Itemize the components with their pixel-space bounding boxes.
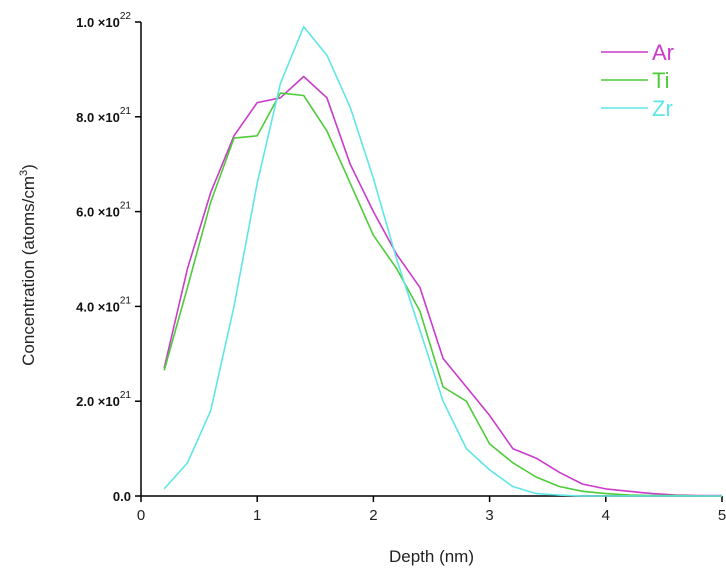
x-tick-label: 4 <box>602 507 610 524</box>
y-tick-label: 0.0 <box>113 489 131 504</box>
axes <box>140 22 722 497</box>
legend-label-ar: Ar <box>652 40 674 65</box>
x-tick-label: 5 <box>718 507 726 524</box>
y-tick-exponent: 21 <box>120 390 132 401</box>
y-tick-exponent: 22 <box>120 11 132 22</box>
x-tick-label: 1 <box>253 507 261 524</box>
x-tick-label: 2 <box>369 507 377 524</box>
y-tick-mantissa: 8.0 ×10 <box>76 110 120 125</box>
x-axis-title: Depth (nm) <box>389 547 474 566</box>
y-tick-mantissa: 1.0 ×10 <box>76 15 120 30</box>
series-line-ti <box>163 92 722 497</box>
y-tick-exponent: 21 <box>120 295 132 306</box>
legend: Ar Ti Zr <box>601 40 674 121</box>
y-tick-mantissa: 4.0 ×10 <box>76 299 120 314</box>
y-tick-label: 1.0 ×1022 <box>76 11 131 30</box>
series-lines <box>163 25 722 497</box>
y-tick-exponent: 21 <box>120 106 132 117</box>
series-line-zr <box>163 25 722 497</box>
y-tick-label: 4.0 ×1021 <box>76 295 131 314</box>
x-tick-label: 0 <box>137 507 145 524</box>
y-tick-exponent: 21 <box>120 201 132 212</box>
y-tick-mantissa: 6.0 ×10 <box>76 205 120 220</box>
y-tick-mantissa: 2.0 ×10 <box>76 394 120 409</box>
x-tick-label: 3 <box>485 507 493 524</box>
y-tick-label: 6.0 ×1021 <box>76 201 131 220</box>
series-line-ar <box>163 75 722 497</box>
y-tick-label: 2.0 ×1021 <box>76 390 131 409</box>
legend-label-ti: Ti <box>652 68 670 93</box>
y-tick-mantissa: 0.0 <box>113 489 131 504</box>
legend-label-zr: Zr <box>652 96 673 121</box>
y-axis-title: Concentration (atoms/cm3) <box>18 164 38 366</box>
y-tick-label: 8.0 ×1021 <box>76 106 131 125</box>
